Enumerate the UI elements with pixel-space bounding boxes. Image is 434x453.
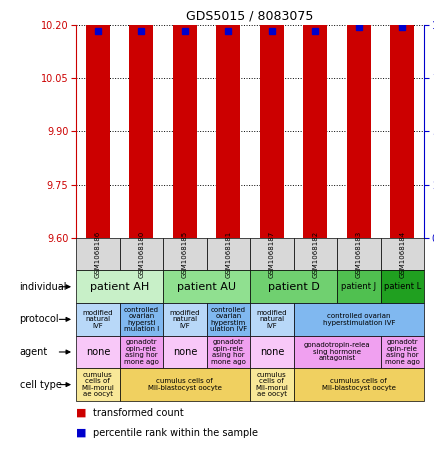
Text: cumulus cells of
MII-blastocyst oocyte: cumulus cells of MII-blastocyst oocyte [321, 378, 395, 391]
Text: none: none [85, 347, 110, 357]
Text: individual: individual [20, 282, 67, 292]
Text: cumulus cells of
MII-blastocyst oocyte: cumulus cells of MII-blastocyst oocyte [148, 378, 221, 391]
Bar [85, 0, 109, 238]
Text: ■: ■ [76, 408, 86, 418]
Text: GSM1068187: GSM1068187 [268, 231, 274, 278]
Text: GSM1068183: GSM1068183 [355, 231, 361, 278]
Text: modified
natural
IVF: modified natural IVF [169, 310, 200, 329]
Text: controlled
ovarian
hyperstim
ulation IVF: controlled ovarian hyperstim ulation IVF [209, 307, 247, 332]
Bar [129, 0, 153, 238]
Text: patient AU: patient AU [177, 282, 236, 292]
Text: percentile rank within the sample: percentile rank within the sample [92, 428, 257, 438]
Bar [303, 0, 327, 238]
Text: protocol: protocol [20, 314, 59, 324]
Text: controlled
ovarian
hypersti
mulation I: controlled ovarian hypersti mulation I [123, 307, 159, 332]
Text: cell type: cell type [20, 380, 61, 390]
Text: GSM1068180: GSM1068180 [138, 231, 144, 278]
Bar [346, 0, 370, 238]
Text: modified
natural
IVF: modified natural IVF [256, 310, 286, 329]
Text: transformed count: transformed count [92, 408, 183, 418]
Text: gonadotr
opin-rele
asing hor
mone ago: gonadotr opin-rele asing hor mone ago [384, 339, 419, 365]
Text: gonadotropin-relea
sing hormone
antagonist: gonadotropin-relea sing hormone antagoni… [303, 342, 370, 361]
Text: GSM1068182: GSM1068182 [312, 231, 318, 278]
Title: GDS5015 / 8083075: GDS5015 / 8083075 [186, 10, 313, 22]
Text: modified
natural
IVF: modified natural IVF [82, 310, 113, 329]
Text: patient L: patient L [383, 282, 420, 291]
Text: controlled ovarian
hyperstimulation IVF: controlled ovarian hyperstimulation IVF [322, 313, 394, 326]
Text: cumulus
cells of
MII-morul
ae oocyt: cumulus cells of MII-morul ae oocyt [81, 372, 114, 397]
Bar [216, 0, 240, 238]
Bar [390, 0, 414, 238]
Text: cumulus
cells of
MII-morul
ae oocyt: cumulus cells of MII-morul ae oocyt [255, 372, 288, 397]
Text: gonadotr
opin-rele
asing hor
mone ago: gonadotr opin-rele asing hor mone ago [124, 339, 158, 365]
Text: none: none [259, 347, 283, 357]
Text: agent: agent [20, 347, 48, 357]
Text: patient J: patient J [341, 282, 375, 291]
Text: none: none [172, 347, 197, 357]
Text: GSM1068181: GSM1068181 [225, 231, 231, 278]
Text: GSM1068185: GSM1068185 [181, 231, 187, 278]
Bar [173, 0, 197, 238]
Text: GSM1068184: GSM1068184 [398, 231, 404, 278]
Text: ■: ■ [76, 428, 86, 438]
Bar [260, 0, 283, 238]
Text: gonadotr
opin-rele
asing hor
mone ago: gonadotr opin-rele asing hor mone ago [210, 339, 245, 365]
Text: patient AH: patient AH [90, 282, 149, 292]
Text: patient D: patient D [267, 282, 319, 292]
Text: GSM1068186: GSM1068186 [95, 231, 101, 278]
